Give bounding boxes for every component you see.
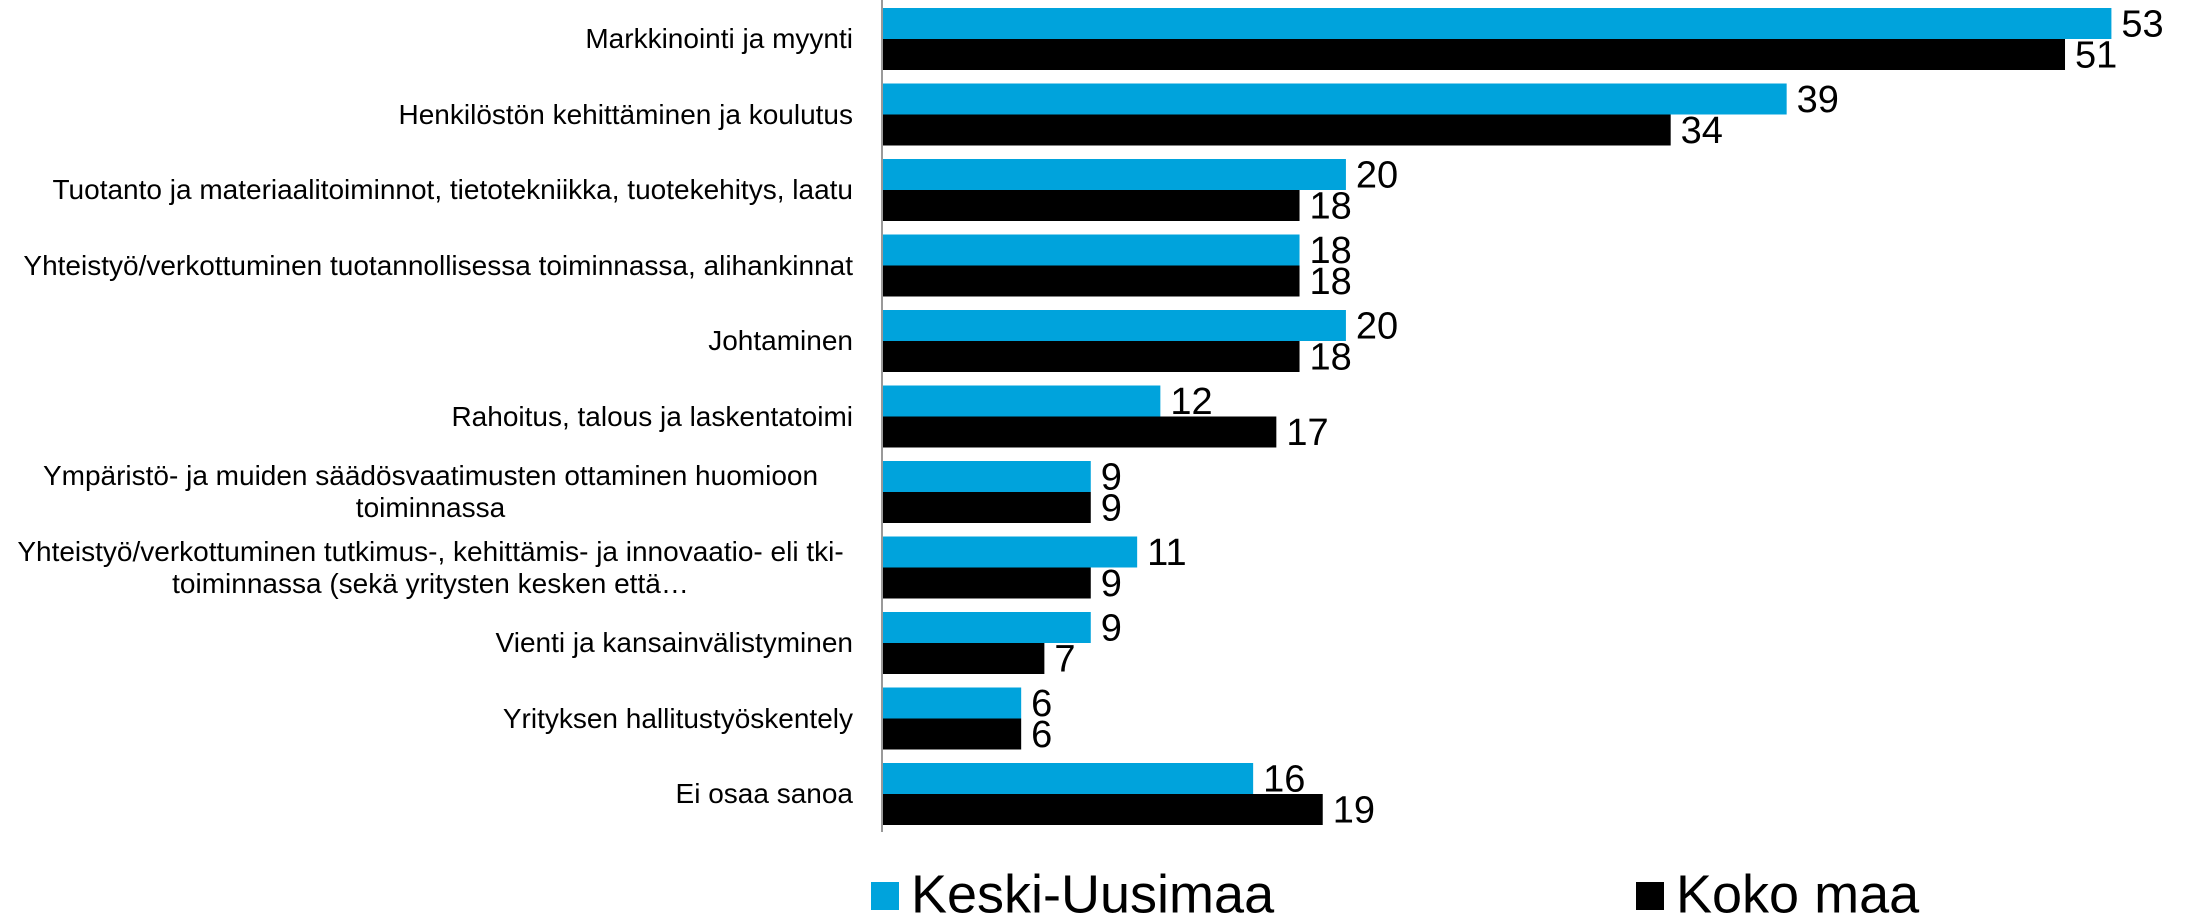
bar <box>882 461 1091 492</box>
category-label: Ei osaa sanoa <box>676 778 853 810</box>
value-label: 51 <box>2075 35 2117 77</box>
category-text: Johtaminen <box>708 325 853 356</box>
bar <box>882 39 2066 70</box>
category-text: Rahoitus, talous ja laskentatoimi <box>451 400 853 432</box>
value-label: 7 <box>1054 639 1075 681</box>
value-label: 18 <box>1310 261 1352 303</box>
value-label: 11 <box>1147 532 1186 574</box>
bar <box>882 8 2112 39</box>
bar <box>882 643 1045 674</box>
value-label: 34 <box>1681 110 1723 152</box>
value-label: 12 <box>1170 381 1212 423</box>
bar <box>882 234 1300 266</box>
category-label: Vienti ja kansainvälistyminen <box>496 627 853 659</box>
value-label: 20 <box>1356 306 1398 348</box>
category-label: Rahoitus, talous ja laskentatoimi <box>451 401 853 433</box>
category-text: Yhteistyö/verkottuminen tuotannollisessa… <box>23 249 853 281</box>
category-text: Yhteistyö/verkottuminen tutkimus-, kehit… <box>17 535 844 599</box>
category-label: Markkinointi ja myynti <box>585 23 853 55</box>
value-label: 16 <box>1263 759 1305 801</box>
bar <box>882 492 1091 523</box>
category-text: Ei osaa sanoa <box>675 778 853 809</box>
value-label: 19 <box>1333 790 1375 832</box>
bar <box>882 718 1022 750</box>
value-label: 17 <box>1286 412 1328 454</box>
legend-label: Koko maa <box>1676 864 1920 917</box>
value-label: 18 <box>1310 337 1352 379</box>
bar <box>882 83 1787 115</box>
category-label: Ympäristö- ja muiden säädösvaatimusten o… <box>8 460 853 524</box>
bar <box>882 687 1022 719</box>
value-label: 9 <box>1101 563 1122 605</box>
category-label: Henkilöstön kehittäminen ja koulutus <box>399 99 853 131</box>
value-label: 9 <box>1101 488 1122 530</box>
category-text: Yrityksen hallitustyöskentely <box>502 702 853 734</box>
category-label: Yrityksen hallitustyöskentely <box>503 703 853 735</box>
legend-label: Keski-Uusimaa <box>911 864 1275 917</box>
bar <box>882 794 1323 825</box>
bar <box>882 341 1300 372</box>
value-label: 9 <box>1101 457 1122 499</box>
category-label: Johtaminen <box>708 325 853 357</box>
bar <box>882 310 1346 341</box>
category-text: Ympäristö- ja muiden säädösvaatimusten o… <box>42 460 819 523</box>
value-label: 6 <box>1031 683 1052 725</box>
bar <box>882 190 1300 221</box>
value-label: 18 <box>1310 186 1352 228</box>
value-label: 20 <box>1356 155 1398 197</box>
bar <box>882 385 1161 417</box>
bar <box>882 567 1091 599</box>
value-label: 9 <box>1101 608 1122 650</box>
category-label: Yhteistyö/verkottuminen tuotannollisessa… <box>23 250 853 282</box>
bar <box>882 114 1671 146</box>
legend-swatch <box>1636 882 1664 910</box>
bar <box>882 536 1138 568</box>
bar <box>882 265 1300 297</box>
category-text: Vienti ja kansainvälistyminen <box>495 627 853 658</box>
legend-swatch <box>871 882 899 910</box>
value-label: 53 <box>2121 4 2163 46</box>
category-label: Yhteistyö/verkottuminen tutkimus-, kehit… <box>8 536 853 600</box>
category-text: Henkilöstön kehittäminen ja koulutus <box>398 98 853 130</box>
value-label: 18 <box>1310 230 1352 272</box>
category-text: Markkinointi ja myynti <box>585 23 853 54</box>
value-label: 39 <box>1797 79 1839 121</box>
bar <box>882 763 1254 794</box>
bar <box>882 612 1091 643</box>
value-label: 6 <box>1031 714 1052 756</box>
bar <box>882 159 1346 190</box>
bar <box>882 416 1277 448</box>
category-label: Tuotanto ja materiaalitoiminnot, tietote… <box>52 174 853 206</box>
category-text: Tuotanto ja materiaalitoiminnot, tietote… <box>52 174 853 205</box>
